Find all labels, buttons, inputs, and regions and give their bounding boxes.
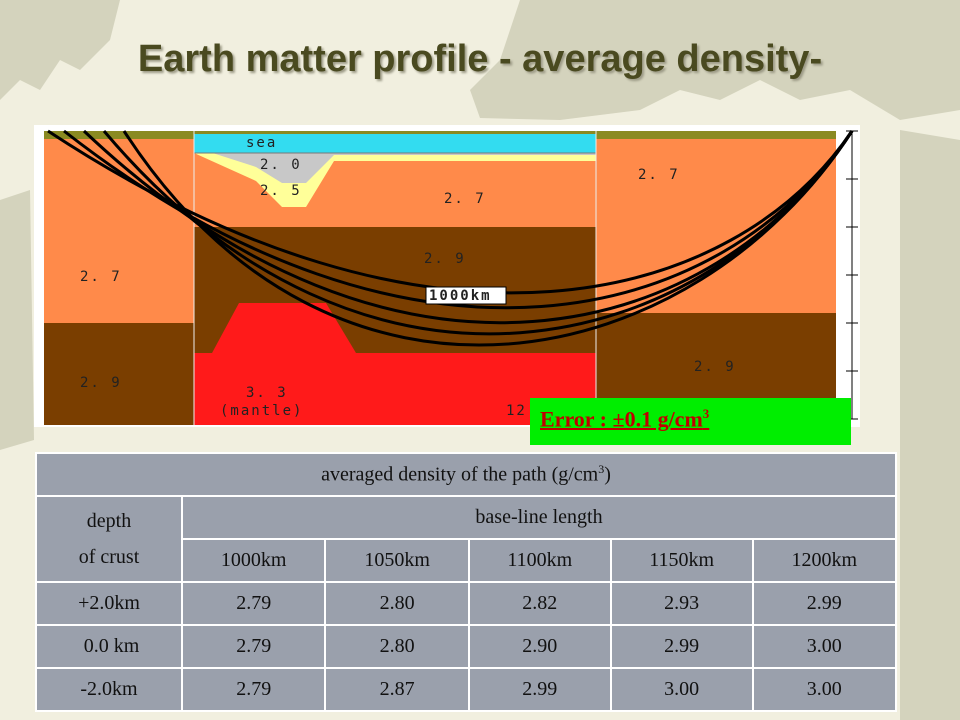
table-cell: 2.80: [325, 625, 470, 669]
depth-header: depth of crust: [36, 496, 183, 583]
table-cell: 2.90: [468, 625, 612, 669]
table-cell: 2.99: [610, 625, 754, 669]
left-layer-2-9: [44, 323, 194, 425]
layer-label-left-2-7: 2. 7: [80, 269, 122, 285]
layer-label-middle-2-7: 2. 7: [444, 191, 486, 207]
layer-label-right-2-7: 2. 7: [638, 167, 680, 183]
layer-label-left-2-9: 2. 9: [80, 375, 122, 391]
layer-label-2-0: 2. 0: [260, 157, 302, 173]
layer-label-2-5: 2. 5: [260, 183, 302, 199]
row-depth: 0.0 km: [36, 625, 183, 669]
left-layer-2-7: [44, 133, 194, 323]
error-text: Error : ±0.1 g/cm3: [540, 406, 710, 432]
error-callout: Error : ±0.1 g/cm3: [530, 398, 851, 445]
table-cell: 2.99: [752, 582, 896, 626]
table-cell: 2.82: [468, 582, 612, 626]
ray-paths: [47, 129, 854, 347]
layer-label-middle-2-9: 2. 9: [424, 251, 466, 267]
column-header-1100km: 1100km: [468, 539, 612, 583]
table-row: -2.0km 2.79 2.87 2.99 3.00 3.00: [36, 668, 896, 711]
crust-profile-diagram: sea 2. 0 2. 5 2. 7 2. 7 2. 7 2. 9 2. 9 2…: [34, 125, 860, 427]
sea-layer: [194, 133, 596, 153]
right-layer-2-7: [596, 133, 836, 313]
table-cell: 2.99: [468, 668, 612, 711]
table-cell: 2.79: [182, 582, 327, 626]
sea-label: sea: [246, 135, 277, 151]
baseline-header: base-line length: [182, 496, 896, 540]
mantle-label: (mantle): [220, 403, 303, 419]
table-title: averaged density of the path (g/cm3): [36, 453, 896, 497]
layer-label-3-3: 3. 3: [246, 385, 288, 401]
path-label-partial: 12: [506, 403, 527, 419]
table-cell: 2.79: [182, 668, 327, 711]
table-cell: 3.00: [610, 668, 754, 711]
table-cell: 2.93: [610, 582, 754, 626]
column-header-1050km: 1050km: [325, 539, 470, 583]
row-depth: -2.0km: [36, 668, 183, 711]
column-header-1000km: 1000km: [182, 539, 327, 583]
path-length-label: 1000km: [429, 288, 492, 304]
mantle-layer: [194, 303, 596, 425]
depth-axis: 0km 5km 10km 15km 20km 25km 30km: [846, 130, 858, 420]
table-cell: 3.00: [806, 678, 842, 700]
column-header-1150km: 1150km: [610, 539, 754, 583]
table-row: +2.0km 2.79 2.80 2.82 2.93 2.99: [36, 582, 896, 626]
table-cell: 2.80: [325, 582, 470, 626]
density-table: averaged density of the path (g/cm3) dep…: [35, 452, 897, 712]
row-depth: +2.0km: [36, 582, 183, 626]
table-row: 0.0 km 2.79 2.80 2.90 2.99 3.00: [36, 625, 896, 669]
layer-label-right-2-9: 2. 9: [694, 359, 736, 375]
table-cell: 3.00: [752, 625, 896, 669]
column-header-1200km: 1200km: [752, 539, 896, 583]
table-cell: 2.79: [182, 625, 327, 669]
table-cell: 2.87: [325, 668, 470, 711]
page-title: Earth matter profile - average density-: [137, 38, 823, 80]
